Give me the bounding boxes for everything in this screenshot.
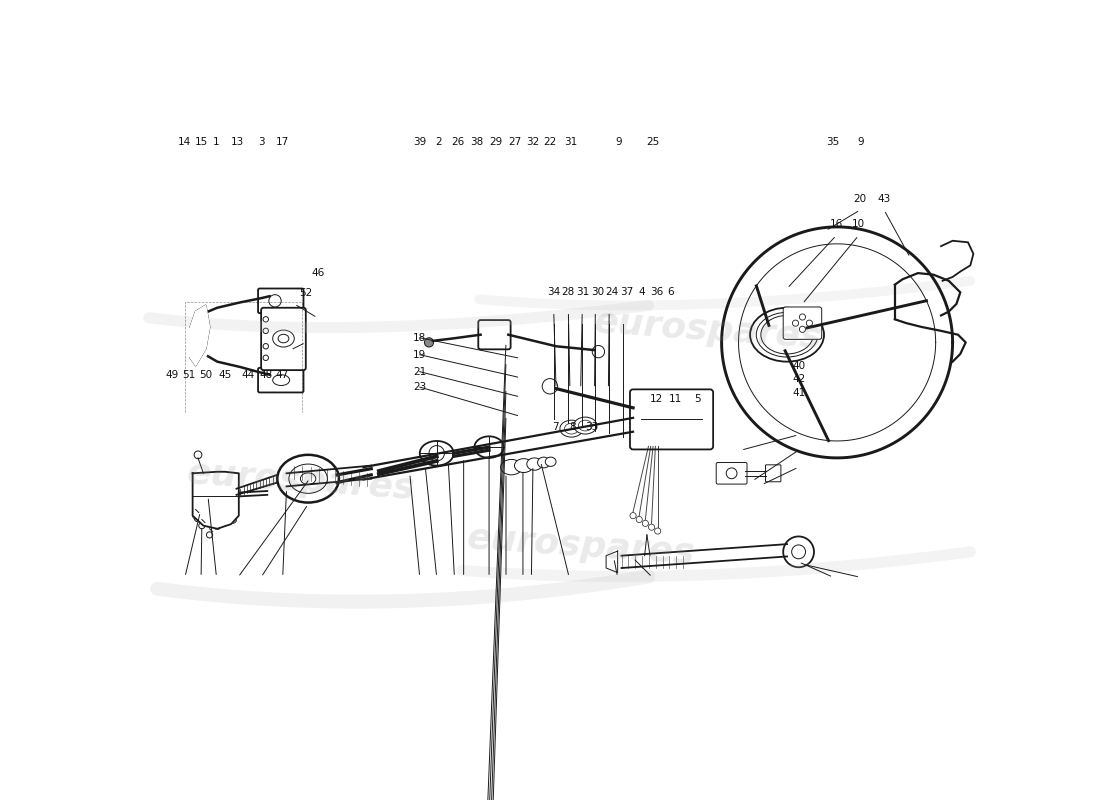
Circle shape	[425, 338, 433, 347]
Polygon shape	[192, 472, 239, 529]
Text: 36: 36	[650, 287, 663, 297]
Text: 13: 13	[231, 138, 244, 147]
Text: 33: 33	[585, 422, 598, 433]
FancyBboxPatch shape	[716, 462, 747, 484]
Text: 41: 41	[793, 388, 806, 398]
Text: 26: 26	[451, 138, 464, 147]
FancyBboxPatch shape	[258, 368, 304, 393]
Text: 52: 52	[299, 288, 312, 298]
Text: 44: 44	[241, 370, 254, 380]
Text: 30: 30	[591, 287, 604, 297]
Text: 15: 15	[195, 138, 208, 147]
Text: 34: 34	[547, 287, 560, 297]
FancyBboxPatch shape	[258, 289, 304, 313]
Text: eurospares: eurospares	[186, 456, 417, 506]
Text: 50: 50	[199, 370, 212, 380]
Circle shape	[783, 537, 814, 567]
Polygon shape	[606, 551, 618, 573]
Ellipse shape	[515, 458, 534, 473]
Ellipse shape	[546, 457, 557, 466]
Text: 40: 40	[793, 361, 806, 371]
Text: 3: 3	[258, 138, 265, 147]
Text: 38: 38	[470, 138, 483, 147]
Text: 48: 48	[258, 370, 272, 380]
Text: 28: 28	[561, 287, 574, 297]
FancyBboxPatch shape	[478, 320, 510, 350]
Text: eurospares: eurospares	[465, 521, 696, 570]
Ellipse shape	[574, 417, 597, 434]
Text: 4: 4	[638, 287, 645, 297]
Text: 5: 5	[694, 394, 701, 404]
Text: 9: 9	[616, 138, 623, 147]
Ellipse shape	[474, 436, 504, 458]
Text: 18: 18	[414, 333, 427, 343]
Text: 43: 43	[878, 194, 891, 205]
FancyBboxPatch shape	[783, 307, 822, 339]
Text: 10: 10	[851, 219, 865, 229]
Text: 51: 51	[182, 370, 195, 380]
Text: 8: 8	[569, 422, 575, 433]
Text: 2: 2	[436, 138, 442, 147]
Text: 7: 7	[552, 422, 559, 433]
Text: 37: 37	[620, 287, 634, 297]
Text: 1: 1	[213, 138, 220, 147]
Ellipse shape	[277, 455, 339, 502]
Text: 24: 24	[605, 287, 618, 297]
Text: 12: 12	[650, 394, 663, 404]
Text: 31: 31	[575, 287, 589, 297]
Text: 45: 45	[218, 370, 232, 380]
Text: 39: 39	[414, 138, 427, 147]
Text: 20: 20	[854, 194, 867, 205]
Text: 32: 32	[526, 138, 539, 147]
Text: 9: 9	[857, 138, 864, 147]
Text: 21: 21	[414, 367, 427, 377]
Ellipse shape	[500, 459, 522, 475]
FancyBboxPatch shape	[766, 465, 781, 482]
Polygon shape	[190, 306, 209, 366]
Text: 49: 49	[166, 370, 179, 380]
Ellipse shape	[538, 457, 550, 468]
Text: 46: 46	[311, 269, 324, 278]
Text: 23: 23	[414, 382, 427, 392]
Ellipse shape	[527, 458, 542, 470]
Text: 17: 17	[276, 138, 289, 147]
Ellipse shape	[560, 420, 583, 437]
Text: eurospares: eurospares	[593, 305, 823, 355]
Text: 42: 42	[793, 374, 806, 384]
FancyBboxPatch shape	[630, 390, 713, 450]
Text: 29: 29	[490, 138, 503, 147]
Text: 35: 35	[826, 138, 839, 147]
Text: 6: 6	[668, 287, 674, 297]
FancyBboxPatch shape	[261, 308, 306, 370]
Text: 27: 27	[508, 138, 521, 147]
Text: 11: 11	[669, 394, 682, 404]
Text: 14: 14	[178, 138, 191, 147]
Text: 22: 22	[543, 138, 557, 147]
Text: 31: 31	[564, 138, 578, 147]
Text: 25: 25	[646, 138, 659, 147]
Ellipse shape	[420, 441, 453, 466]
Text: 16: 16	[829, 219, 843, 229]
Text: 19: 19	[414, 350, 427, 360]
Text: 47: 47	[276, 370, 289, 380]
